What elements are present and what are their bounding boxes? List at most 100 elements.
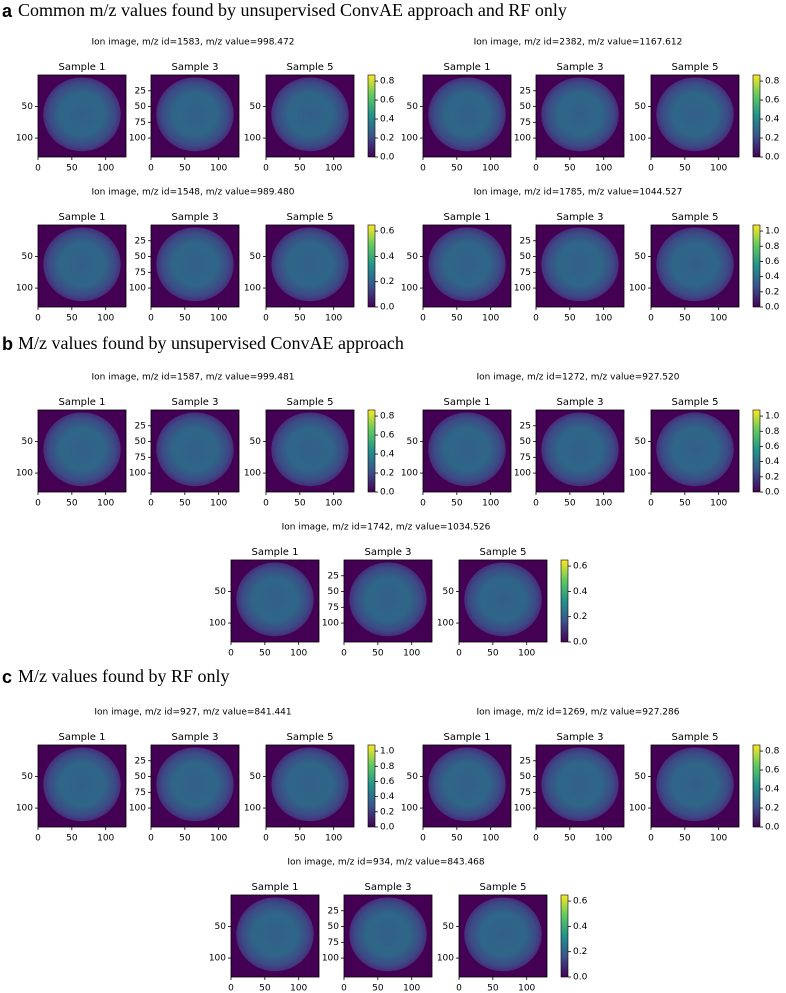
y-tick-label: 75 [520,453,531,463]
x-tick-label: 0 [35,164,41,174]
x-tick-label: 50 [66,834,78,844]
x-tick-label: 0 [533,164,539,174]
x-tick-label: 50 [259,984,271,993]
x-tick-label: 0 [148,314,154,324]
panel-title: Ion image, m/z id=1742, m/z value=1034.5… [282,523,491,533]
subplot-title: Sample 5 [286,212,333,223]
colorbar [560,894,569,978]
x-tick-label: 50 [66,499,78,509]
y-tick-label: 100 [209,619,226,629]
colorbar-tick-label: 0.4 [765,115,780,125]
frame [422,409,512,493]
x-tick-label: 100 [325,164,342,174]
y-tick-label: 100 [629,469,646,479]
subplot-title: Sample 5 [286,62,333,73]
tissue [156,77,234,152]
x-tick-label: 100 [482,834,499,844]
tissue [656,412,734,487]
y-tick-label: 50 [215,922,227,932]
subplot-title: Sample 3 [556,397,603,408]
subplot-title: Sample 1 [443,212,490,223]
y-tick-label: 50 [328,587,340,597]
colorbar-tick-label: 0.4 [765,272,780,282]
colorbar-tick-label: 0.2 [380,469,394,479]
colorbar-tick-label: 0.6 [380,227,395,237]
panel-title: Ion image, m/z id=927, m/z value=841.441 [94,708,291,718]
colorbar-tick-label: 0.8 [765,77,780,87]
x-tick-label: 100 [710,164,727,174]
subplot-title: Sample 5 [671,62,718,73]
section-title: M/z values found by unsupervised ConvAE … [18,333,404,353]
y-tick-label: 25 [135,86,146,96]
subplot-title: Sample 3 [171,732,218,743]
x-tick-label: 0 [341,984,347,993]
y-tick-label: 25 [520,421,531,431]
colorbar [367,74,376,158]
y-tick-label: 50 [135,437,147,447]
colorbar-tick-label: 0.0 [765,488,780,498]
y-tick-label: 50 [22,437,34,447]
colorbar [752,744,761,828]
x-tick-label: 100 [290,649,307,659]
colorbar-tick-label: 0.2 [765,287,779,297]
colorbar [752,409,761,493]
colorbar-tick-label: 0.4 [765,457,780,467]
tissue [428,412,506,487]
x-tick-label: 0 [648,314,654,324]
y-tick-label: 50 [407,252,419,262]
subplot-title: Sample 3 [364,547,411,558]
x-tick-label: 100 [518,984,535,993]
y-tick-label: 50 [520,102,532,112]
x-tick-label: 100 [595,314,612,324]
colorbar-tick-label: 0.6 [765,96,780,106]
x-tick-label: 50 [679,164,691,174]
subplot-title: Sample 1 [58,397,105,408]
x-tick-label: 0 [148,834,154,844]
frame [265,409,355,493]
y-tick-label: 50 [520,252,532,262]
y-tick-label: 25 [328,571,339,581]
y-tick-label: 50 [22,252,34,262]
x-tick-label: 0 [228,984,234,993]
y-tick-label: 100 [514,134,531,144]
tissue [464,562,542,637]
frame [265,744,355,828]
x-tick-label: 100 [595,164,612,174]
subplot-title: Sample 1 [443,397,490,408]
colorbar-tick-label: 1.0 [765,412,780,422]
colorbar-tick-label: 0.0 [380,488,395,498]
tissue [156,227,234,302]
colorbar-tick-label: 1.0 [765,227,780,237]
x-tick-label: 0 [420,499,426,509]
colorbar [560,559,569,643]
x-tick-label: 100 [710,499,727,509]
y-tick-label: 50 [135,252,147,262]
frame [150,744,240,828]
y-tick-label: 100 [437,954,454,964]
x-tick-label: 0 [533,834,539,844]
x-tick-label: 100 [595,834,612,844]
subplot-title: Sample 1 [58,212,105,223]
subplot-title: Sample 1 [58,732,105,743]
colorbar-tick-label: 0.6 [765,766,780,776]
subplot-title: Sample 5 [671,397,718,408]
x-tick-label: 50 [487,984,499,993]
tissue [428,227,506,302]
y-tick-label: 100 [401,804,418,814]
x-tick-label: 50 [451,834,463,844]
x-tick-label: 50 [294,834,306,844]
tissue [541,227,619,302]
frame [230,559,320,643]
y-tick-label: 100 [322,619,339,629]
colorbar-tick-label: 0.0 [380,303,395,313]
tissue [349,897,427,972]
colorbar-tick-label: 0.2 [573,947,587,957]
x-tick-label: 100 [325,834,342,844]
colorbar-tick-label: 0.0 [573,973,588,983]
x-tick-label: 100 [403,984,420,993]
x-tick-label: 0 [263,499,269,509]
y-tick-label: 75 [135,453,146,463]
tissue [656,227,734,302]
y-tick-label: 100 [629,804,646,814]
